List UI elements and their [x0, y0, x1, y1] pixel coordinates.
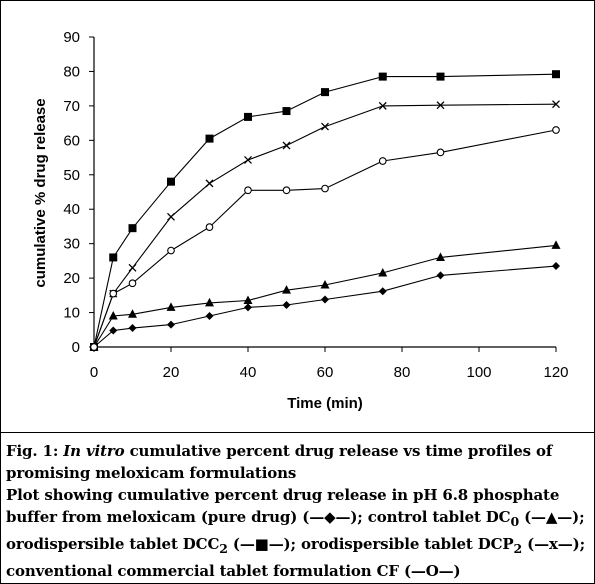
y-tick-label: 50	[63, 167, 80, 184]
y-tick-label: 0	[72, 339, 80, 356]
data-point-s4	[244, 156, 252, 164]
caption-desc-3-text: orodispersible tablet DCC	[6, 535, 220, 553]
x-tick-label: 120	[543, 364, 568, 381]
data-point-s2	[128, 309, 137, 318]
data-point-s3	[552, 70, 560, 79]
data-point-s3	[436, 72, 445, 81]
data-point-s1	[552, 262, 560, 271]
data-point-s5	[552, 126, 560, 134]
data-point-s5	[205, 223, 214, 231]
data-point-s3	[244, 112, 252, 121]
data-point-s5	[167, 246, 175, 255]
caption-desc-3-mid: (—■—); orodispersible tablet DCP	[227, 535, 514, 553]
caption-fig-label: Fig. 1:	[6, 442, 59, 460]
y-tick-label: 60	[63, 132, 80, 149]
data-point-s5	[436, 148, 445, 157]
caption-desc-line-2: buffer from meloxicam (pure drug) (—◆—);…	[6, 506, 591, 533]
x-axis-title: Time (min)	[287, 395, 363, 412]
caption-title-text-1: cumulative percent drug release vs time …	[129, 442, 553, 460]
data-point-s4	[436, 101, 445, 110]
series-line-4	[93, 103, 557, 348]
data-point-s1	[436, 271, 445, 280]
x-tick-label: 60	[317, 364, 334, 381]
x-axis-ticks: 0 20 40 60 80 100 120	[90, 347, 569, 381]
caption-desc-2-text: buffer from meloxicam (pure drug) (—◆—);…	[6, 508, 511, 526]
data-point-s1	[128, 324, 137, 333]
series-line-1	[93, 265, 557, 348]
data-point-s2	[205, 297, 214, 307]
y-tick-label: 40	[63, 201, 80, 218]
data-point-s1	[109, 326, 118, 335]
x-tick-label: 0	[90, 364, 98, 381]
data-point-s3	[167, 177, 175, 186]
series-markers	[89, 70, 561, 351]
y-tick-label: 70	[63, 98, 80, 115]
data-point-s4	[205, 179, 214, 188]
caption-desc-3-sub2: 2	[513, 541, 523, 556]
data-point-s5	[244, 186, 252, 195]
data-point-s2	[282, 285, 291, 294]
x-tick-label: 40	[240, 364, 257, 381]
y-axis-ticks: 0 10 20 30 40 50 60 70 80 90	[63, 29, 94, 356]
y-tick-label: 20	[63, 270, 80, 287]
caption-title-line-1: Fig. 1: In vitro cumulative percent drug…	[6, 440, 591, 462]
caption-title-italic: In vitro	[63, 442, 125, 460]
caption-desc-2-sub: 0	[510, 514, 520, 529]
data-point-s2	[320, 280, 330, 289]
data-point-s1	[244, 303, 252, 312]
caption-title-line-2: promising meloxicam formulations	[6, 464, 297, 482]
data-point-s5	[282, 186, 291, 195]
data-point-s3	[378, 72, 387, 81]
caption-desc-line-4: conventional commercial tablet formulati…	[6, 562, 461, 580]
y-tick-label: 80	[63, 63, 80, 80]
data-point-s5	[378, 157, 387, 165]
series-line-5	[93, 129, 557, 348]
data-point-s2	[378, 267, 388, 277]
data-point-s3	[128, 224, 137, 233]
line-chart: 0 10 20 30 40 50 60 70 80 90 0 20 40 60 80 100 120 cumu…	[32, 29, 569, 412]
y-tick-label: 10	[63, 305, 80, 322]
data-point-s4	[128, 263, 137, 272]
caption-desc-line-1: Plot showing cumulative percent drug rel…	[6, 486, 560, 504]
data-point-s3	[205, 134, 214, 143]
data-point-s2	[436, 252, 445, 261]
data-point-s4	[282, 141, 291, 150]
data-point-s5	[90, 343, 98, 351]
data-point-s3	[109, 253, 118, 262]
data-point-s2	[551, 240, 561, 249]
data-point-s1	[321, 295, 329, 304]
data-point-s5	[128, 279, 137, 288]
data-point-s5	[321, 184, 329, 193]
data-point-s4	[378, 101, 387, 110]
x-tick-label: 80	[394, 364, 411, 381]
x-tick-label: 100	[466, 364, 491, 381]
data-point-s4	[321, 122, 329, 131]
data-point-s1	[167, 320, 175, 329]
data-point-s2	[166, 302, 176, 311]
series-lines	[93, 73, 557, 348]
y-tick-label: 90	[63, 29, 80, 46]
data-point-s1	[282, 300, 291, 309]
y-tick-label: 30	[63, 236, 80, 253]
data-point-s4	[552, 100, 560, 109]
y-axis-title: cumulative % drug release	[32, 98, 49, 287]
data-point-s1	[205, 312, 214, 320]
data-point-s3	[282, 107, 291, 116]
data-point-s2	[108, 311, 118, 320]
data-point-s3	[321, 88, 329, 97]
data-point-s5	[109, 289, 118, 298]
series-line-3	[93, 73, 557, 348]
caption-desc-line-3: orodispersible tablet DCC2 (—■—); orodis…	[6, 533, 591, 560]
figure-caption: Fig. 1: In vitro cumulative percent drug…	[6, 440, 591, 582]
caption-desc-3-end: (—x—);	[522, 535, 585, 553]
caption-divider	[1, 432, 595, 433]
data-point-s4	[167, 212, 175, 221]
data-point-s2	[243, 295, 253, 304]
caption-desc-2-end: (—▲—);	[519, 508, 585, 526]
data-point-s1	[378, 287, 387, 296]
caption-desc-3-sub: 2	[219, 541, 228, 556]
x-tick-label: 20	[163, 364, 180, 381]
